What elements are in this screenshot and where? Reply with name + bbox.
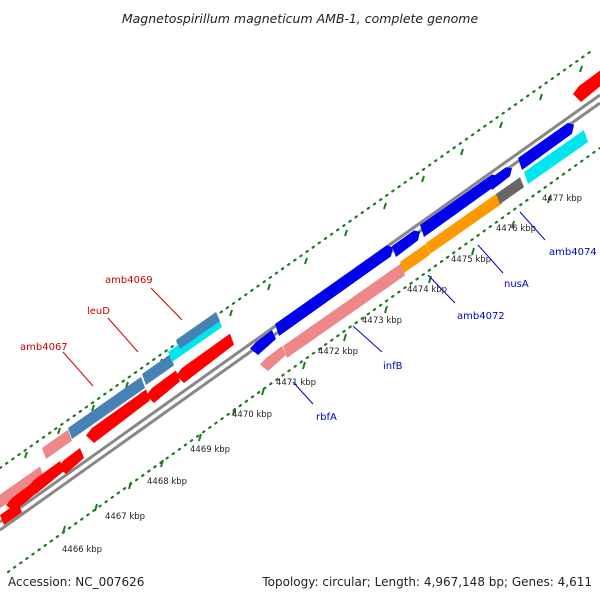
gene-feature[interactable]	[518, 122, 574, 170]
gene-label-leader	[62, 351, 94, 387]
dotted-scale-lines	[0, 50, 600, 574]
gene-feature[interactable]	[250, 330, 276, 355]
tick-mark	[229, 309, 233, 317]
tick-label: 4472 kbp	[318, 347, 358, 357]
tick-mark	[125, 381, 129, 389]
tick-mark	[343, 333, 347, 342]
tick-mark	[24, 451, 28, 459]
gene-feature[interactable]	[176, 333, 234, 383]
tick-mark	[160, 459, 164, 468]
tick-mark	[499, 121, 503, 129]
tick-label: 4469 kbp	[190, 445, 230, 455]
tick-label: 4474 kbp	[407, 285, 447, 295]
tick-mark	[511, 220, 515, 229]
gene-feature[interactable]	[496, 177, 524, 204]
gene-feature[interactable]	[283, 263, 405, 358]
tick-label: 4475 kbp	[451, 255, 491, 265]
gene-feature[interactable]	[42, 429, 72, 459]
gene-feature[interactable]	[420, 174, 498, 237]
gene-label-leader	[150, 287, 183, 321]
gene-feature[interactable]	[426, 192, 502, 254]
tick-label: 4467 kbp	[105, 512, 145, 522]
gene-features	[0, 67, 600, 525]
gene-label-text[interactable]: leuD	[87, 306, 110, 317]
tick-label: 4476 kbp	[496, 224, 536, 234]
gene-label-text[interactable]: amb4074	[549, 247, 597, 258]
dotted-line-upper	[0, 50, 592, 470]
gene-feature[interactable]	[176, 312, 220, 349]
tick-label: 4473 kbp	[362, 316, 402, 326]
tick-mark	[267, 283, 271, 291]
gene-feature[interactable]	[68, 376, 145, 439]
gene-feature[interactable]	[524, 130, 588, 184]
tick-mark	[261, 387, 265, 396]
genome-summary-text: Topology: circular; Length: 4,967,148 bp…	[261, 575, 592, 589]
tick-label: 4471 kbp	[276, 378, 316, 388]
tick-mark	[421, 175, 425, 183]
tick-mark	[471, 247, 475, 256]
gene-label-text[interactable]: amb4069	[105, 275, 153, 286]
gene-feature[interactable]	[86, 389, 150, 443]
gene-labels: amb4067 leuD amb4069 rbfA infB amb4072 nusA amb…	[20, 211, 597, 423]
gene-label-text[interactable]: rbfA	[316, 412, 337, 423]
gene-label-text[interactable]: amb4072	[457, 311, 505, 322]
tick-mark	[198, 433, 202, 442]
tick-label: 4466 kbp	[62, 545, 102, 555]
gene-label-text[interactable]: infB	[383, 361, 403, 372]
tick-mark	[579, 65, 583, 73]
tick-mark	[232, 407, 236, 416]
gene-feature[interactable]	[146, 370, 180, 403]
tick-mark	[460, 148, 464, 156]
tick-mark	[91, 404, 95, 412]
tick-mark	[384, 305, 388, 314]
gene-label-leader	[477, 244, 504, 274]
tick-mark	[62, 525, 66, 534]
gene-feature[interactable]	[28, 461, 64, 494]
tick-mark	[302, 361, 306, 370]
dotted-line-lower	[6, 146, 600, 574]
gene-feature[interactable]	[275, 245, 393, 336]
gene-feature[interactable]	[142, 354, 174, 385]
tick-mark	[304, 257, 308, 265]
tick-label: 4468 kbp	[147, 477, 187, 487]
gene-label-leader	[352, 325, 383, 353]
tick-mark	[547, 195, 551, 204]
gene-feature[interactable]	[392, 230, 420, 257]
tick-mark	[94, 503, 98, 512]
gene-feature[interactable]	[58, 448, 84, 474]
gene-feature[interactable]	[260, 346, 286, 371]
gene-label-leader	[107, 317, 139, 353]
map-title: Magnetospirillum magneticum AMB-1, compl…	[122, 11, 479, 26]
tick-mark	[539, 93, 543, 101]
tick-label: 4470 kbp	[232, 410, 272, 420]
gene-feature[interactable]	[0, 466, 44, 510]
gene-label-leader	[519, 211, 546, 241]
tick-label: 4477 kbp	[542, 194, 582, 204]
gene-label-text[interactable]: nusA	[504, 279, 529, 290]
tick-mark	[383, 202, 387, 210]
gene-feature[interactable]	[6, 481, 38, 512]
tick-mark	[344, 229, 348, 237]
tick-mark	[57, 427, 61, 435]
gene-label-text[interactable]: amb4067	[20, 342, 68, 353]
tick-mark	[128, 481, 132, 490]
gene-feature[interactable]	[573, 67, 600, 102]
gene-feature[interactable]	[400, 243, 430, 273]
gene-label-leader	[292, 381, 314, 405]
accession-text: Accession: NC_007626	[8, 575, 144, 589]
gene-feature[interactable]	[488, 167, 512, 190]
gene-label-leader	[427, 274, 456, 304]
